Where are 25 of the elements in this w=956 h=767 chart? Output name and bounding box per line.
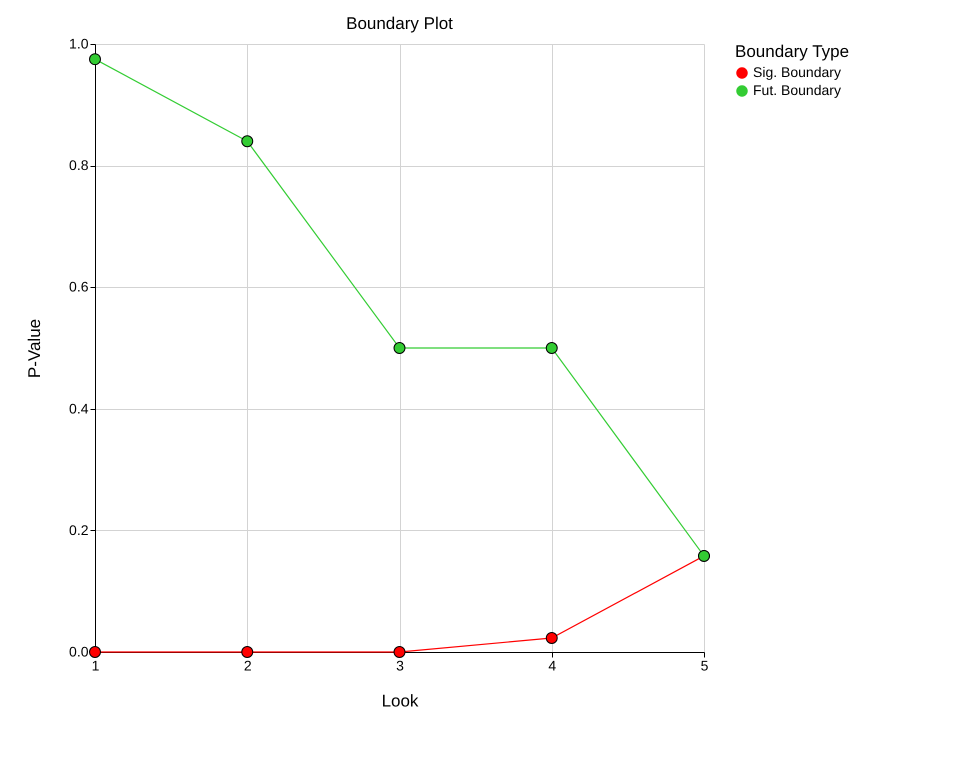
point bbox=[241, 646, 254, 658]
legend-title: Boundary Type bbox=[735, 42, 850, 61]
y-tick-label: 0.0 bbox=[69, 644, 89, 660]
point bbox=[241, 135, 254, 148]
chart-title: Boundary Plot bbox=[346, 14, 454, 33]
x-tick-label: 3 bbox=[396, 658, 404, 674]
point bbox=[89, 53, 101, 66]
y-axis-title: P-Value bbox=[25, 318, 44, 378]
y-tick-label: 1.0 bbox=[69, 36, 89, 52]
legend-label: Sig. Boundary bbox=[753, 64, 841, 80]
x-axis-title: Look bbox=[382, 692, 419, 710]
point bbox=[546, 632, 558, 644]
y-tick-label: 0.8 bbox=[69, 157, 89, 174]
legend-label: Fut. Boundary bbox=[753, 82, 841, 98]
point bbox=[394, 342, 406, 354]
point bbox=[546, 342, 558, 354]
x-tick-label: 5 bbox=[700, 658, 709, 674]
point bbox=[394, 646, 406, 658]
x-tick-label: 1 bbox=[92, 658, 100, 674]
x-tick-label: 4 bbox=[548, 658, 556, 674]
y-tick-label: 0.6 bbox=[69, 278, 89, 295]
y-tick-label: 0.4 bbox=[69, 400, 89, 416]
y-tick-label: 0.2 bbox=[69, 522, 89, 538]
x-tick-label: 2 bbox=[244, 658, 252, 674]
point bbox=[89, 646, 101, 658]
